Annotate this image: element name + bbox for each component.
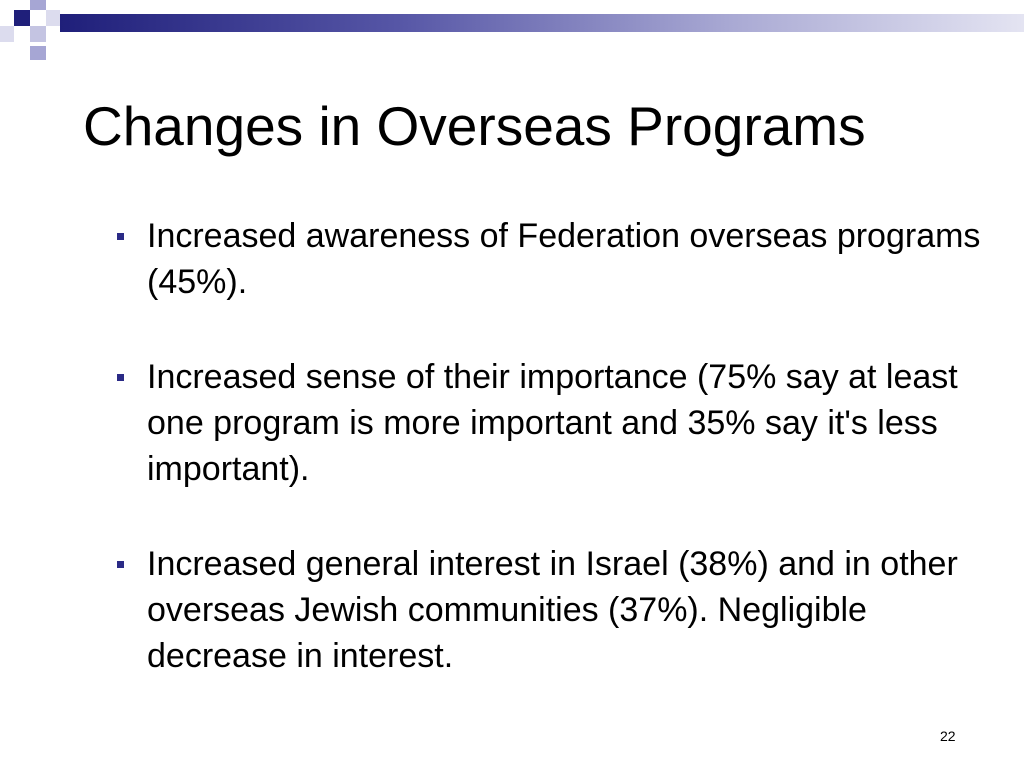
header-decoration-square (0, 26, 14, 42)
header-decoration-square (30, 0, 46, 10)
page-number: 22 (940, 728, 956, 744)
bullet-text: Increased awareness of Federation overse… (147, 217, 981, 301)
header-decoration-square (14, 10, 30, 26)
square-bullet-icon (117, 233, 124, 240)
square-bullet-icon (117, 561, 124, 568)
bullet-list: Increased awareness of Federation overse… (0, 213, 1024, 728)
slide-title: Changes in Overseas Programs (83, 95, 866, 157)
header-gradient-bar (60, 14, 1024, 32)
header-decoration-square (30, 26, 46, 42)
bullet-text: Increased general interest in Israel (38… (147, 545, 958, 675)
bullet-item: Increased sense of their importance (75%… (0, 354, 1024, 492)
bullet-text: Increased sense of their importance (75%… (147, 358, 958, 488)
header-decoration-square (30, 46, 46, 60)
bullet-item: Increased general interest in Israel (38… (0, 541, 1024, 679)
header-decoration-square (46, 10, 60, 26)
bullet-item: Increased awareness of Federation overse… (0, 213, 1024, 305)
square-bullet-icon (117, 374, 124, 381)
